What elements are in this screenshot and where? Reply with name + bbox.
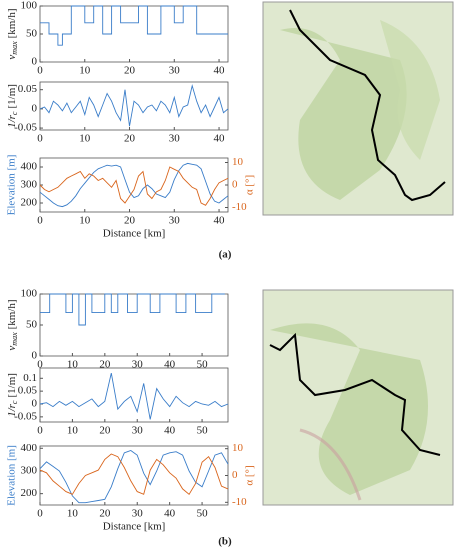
x-tick-label: 20 [99, 508, 111, 520]
label-subscript: max [10, 332, 19, 346]
x-tick-label: 20 [99, 425, 111, 437]
data-line [39, 162, 229, 208]
x-tick-label: 30 [132, 508, 144, 520]
y2-axis-label: α [°] [244, 175, 256, 195]
y2-tick-label: 10 [232, 156, 244, 168]
y-tick-label: 400 [21, 161, 38, 173]
label-symbol: 1/r [6, 403, 18, 417]
x-tick-label: 20 [99, 359, 111, 371]
plot-frame [39, 81, 229, 131]
y-tick-label: 0.05 [18, 385, 38, 397]
y-tick-label: 0.05 [18, 83, 38, 95]
y2-tick-label: -10 [232, 201, 247, 213]
x-tick-label: 50 [197, 425, 209, 437]
x-tick-label: 40 [164, 425, 176, 437]
x-tick-label: 0 [37, 65, 43, 77]
y-tick-label: 0 [32, 350, 38, 362]
map-a [262, 1, 454, 216]
y-axis-label: Elevation [m] [6, 445, 18, 506]
y2-axis-label: α [°] [244, 465, 256, 485]
x-tick-label: 0 [37, 508, 43, 520]
y-tick-label: 100 [21, 0, 38, 12]
y-tick-label: 0.1 [23, 372, 37, 384]
y-tick-label: 50 [26, 319, 38, 331]
data-line [39, 84, 229, 127]
label-unit: [1/m] [6, 373, 18, 397]
data-line [39, 453, 229, 495]
label-symbol: v [6, 346, 18, 351]
x-tick-label: 50 [197, 359, 209, 371]
plot-frame [39, 367, 229, 423]
y-tick-label: 0 [32, 398, 38, 410]
x-tick-label: 30 [169, 133, 181, 145]
label-unit: [1/m] [6, 84, 18, 108]
x-axis-label: Distance [km] [103, 521, 166, 533]
x-tick-label: 0 [37, 425, 43, 437]
y2-tick-label: -10 [232, 496, 247, 508]
y-tick-label: 200 [21, 197, 38, 209]
x-tick-label: 30 [132, 425, 144, 437]
x-tick-label: 40 [214, 133, 226, 145]
data-line [39, 372, 229, 420]
y-tick-label: 0 [32, 102, 38, 114]
x-tick-label: 40 [214, 65, 226, 77]
y-axis-label: Elevation [m] [6, 155, 18, 216]
x-tick-label: 40 [164, 508, 176, 520]
y2-tick-label: 10 [232, 442, 244, 454]
x-tick-label: 40 [164, 359, 176, 371]
x-tick-label: 0 [37, 133, 43, 145]
label-symbol: v [6, 55, 18, 60]
caption: (a) [219, 249, 232, 261]
label-subscript: c [10, 111, 19, 115]
x-tick-label: 10 [67, 359, 79, 371]
x-axis-label: Distance [km] [103, 228, 166, 240]
label-unit: [km/h] [6, 299, 18, 329]
x-tick-label: 30 [169, 65, 181, 77]
y-tick-label: 300 [21, 464, 38, 476]
data-line [39, 449, 229, 504]
x-tick-label: 20 [124, 215, 136, 227]
map-b [262, 289, 454, 506]
x-tick-label: 40 [214, 215, 226, 227]
y-tick-label: 300 [21, 179, 38, 191]
x-tick-label: 30 [169, 215, 181, 227]
y-axis-label: 1/rc [1/m] [6, 373, 19, 417]
x-tick-label: 30 [132, 359, 144, 371]
y-tick-label: -0.05 [14, 410, 37, 422]
x-tick-label: 10 [67, 425, 79, 437]
caption: (b) [218, 536, 232, 548]
y-tick-label: -0.05 [14, 122, 37, 134]
label-unit: [km/h] [6, 8, 18, 38]
label-subscript: max [10, 41, 19, 55]
plot-frame [39, 445, 229, 506]
y-tick-label: 100 [21, 288, 38, 300]
x-tick-label: 20 [124, 133, 136, 145]
data-line [40, 5, 228, 46]
y-tick-label: 200 [21, 487, 38, 499]
plot-frame [39, 293, 229, 357]
y-tick-label: 400 [21, 442, 38, 454]
x-tick-label: 0 [37, 215, 43, 227]
label-symbol: 1/r [6, 114, 18, 128]
x-tick-label: 50 [197, 508, 209, 520]
x-tick-label: 10 [67, 508, 79, 520]
y2-tick-label: 0 [232, 179, 238, 191]
x-tick-label: 10 [79, 65, 91, 77]
data-line [40, 293, 225, 326]
y-axis-label: vmax [km/h] [6, 299, 19, 350]
y-axis-label: vmax [km/h] [6, 8, 19, 59]
x-tick-label: 10 [79, 133, 91, 145]
x-tick-label: 20 [124, 65, 136, 77]
y-tick-label: 50 [26, 28, 38, 40]
y-axis-label: 1/rc [1/m] [6, 84, 19, 128]
data-line [39, 166, 229, 206]
label-subscript: c [10, 400, 19, 404]
y2-tick-label: 0 [232, 469, 238, 481]
x-tick-label: 10 [79, 215, 91, 227]
x-tick-label: 0 [37, 359, 43, 371]
y-tick-label: 0 [32, 56, 38, 68]
